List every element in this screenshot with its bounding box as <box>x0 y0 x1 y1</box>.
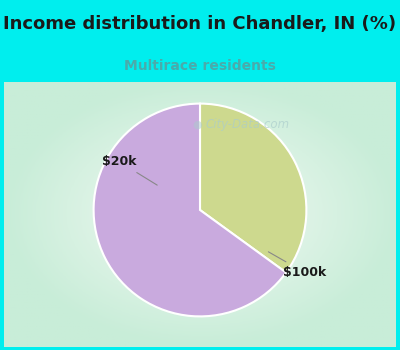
Wedge shape <box>200 104 306 273</box>
Text: Multirace residents: Multirace residents <box>124 59 276 73</box>
Text: $20k: $20k <box>102 155 157 185</box>
Text: City-Data.com: City-Data.com <box>205 118 290 131</box>
Wedge shape <box>94 104 286 316</box>
Text: $100k: $100k <box>268 252 326 279</box>
Text: Income distribution in Chandler, IN (%): Income distribution in Chandler, IN (%) <box>4 15 396 33</box>
Text: ●: ● <box>192 120 202 130</box>
